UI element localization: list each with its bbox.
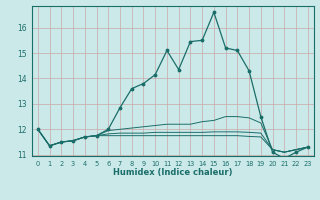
X-axis label: Humidex (Indice chaleur): Humidex (Indice chaleur) bbox=[113, 168, 233, 177]
